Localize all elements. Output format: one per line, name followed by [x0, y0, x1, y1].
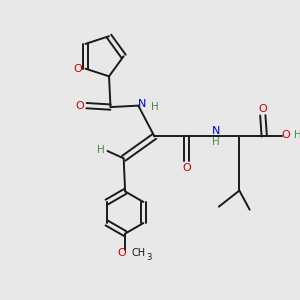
Text: N: N — [212, 126, 220, 136]
Text: O: O — [258, 104, 267, 114]
Text: O: O — [182, 163, 191, 173]
Text: O: O — [282, 130, 291, 140]
Text: O: O — [73, 64, 82, 74]
Text: H: H — [97, 145, 105, 154]
Text: O: O — [117, 248, 126, 258]
Text: O: O — [76, 100, 84, 111]
Text: H: H — [212, 137, 220, 147]
Text: 3: 3 — [146, 253, 152, 262]
Text: CH: CH — [131, 248, 146, 258]
Text: N: N — [138, 99, 146, 109]
Text: H: H — [151, 102, 158, 112]
Text: H: H — [294, 130, 300, 140]
